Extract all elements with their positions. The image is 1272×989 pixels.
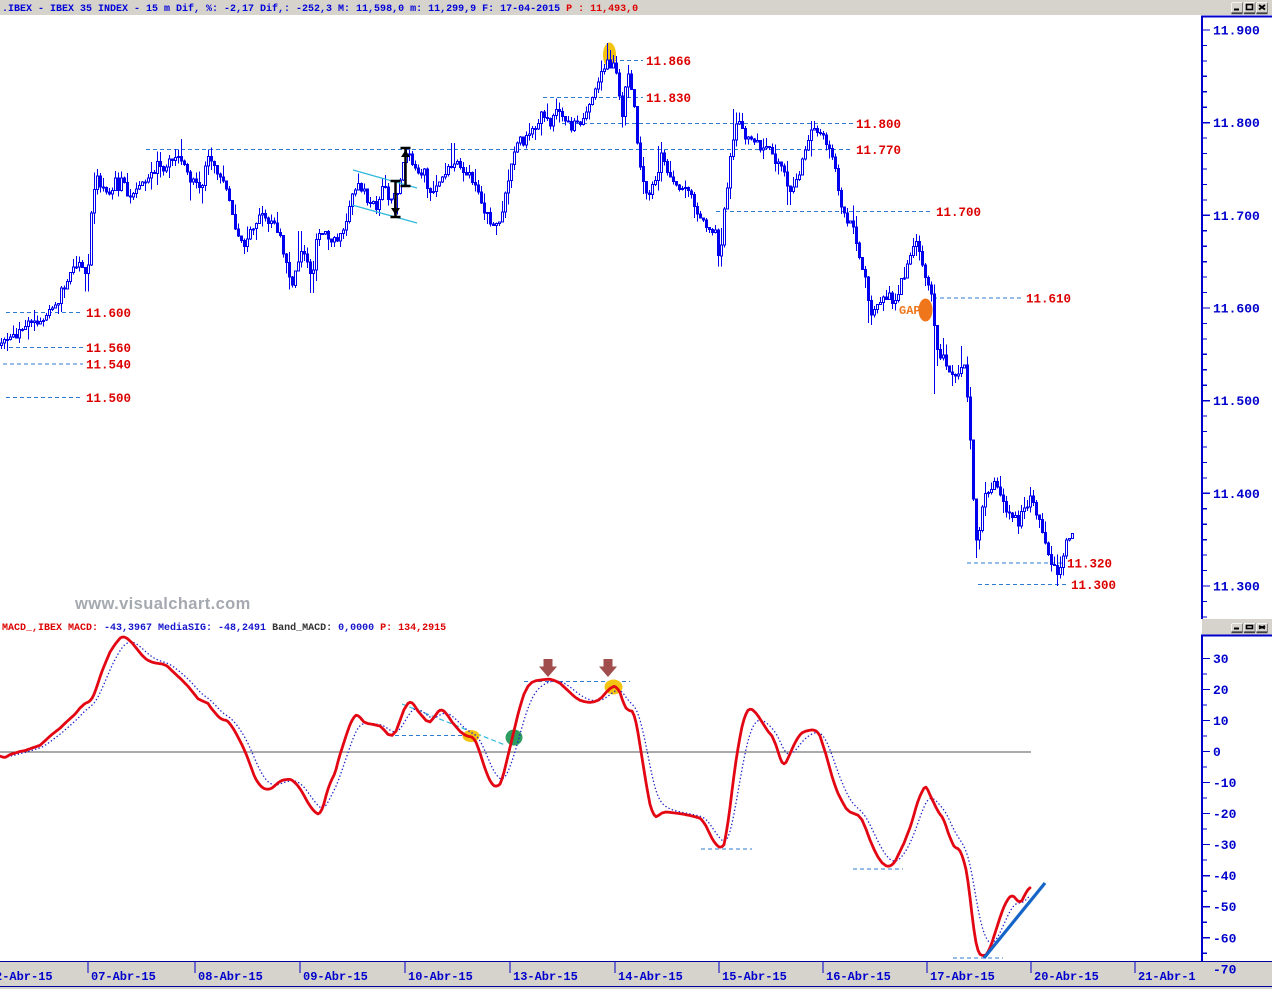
svg-text:11.500: 11.500 — [86, 392, 131, 406]
svg-text:MACD_,IBEX MACD: -43,3967 Medi: MACD_,IBEX MACD: -43,3967 MediaSIG: -48,… — [2, 622, 446, 634]
svg-text:10: 10 — [1213, 714, 1229, 729]
svg-text:www.visualchart.com: www.visualchart.com — [74, 595, 251, 613]
svg-text:17-Abr-15: 17-Abr-15 — [930, 970, 995, 984]
svg-text:20-Abr-15: 20-Abr-15 — [1034, 970, 1099, 984]
svg-text:20: 20 — [1213, 683, 1229, 698]
svg-text:13-Abr-15: 13-Abr-15 — [513, 970, 578, 984]
svg-text:11.560: 11.560 — [86, 342, 131, 356]
svg-text:09-Abr-15: 09-Abr-15 — [303, 970, 368, 984]
svg-text:GAP: GAP — [899, 304, 921, 318]
svg-text:11.700: 11.700 — [1213, 209, 1260, 224]
svg-text:16-Abr-15: 16-Abr-15 — [826, 970, 891, 984]
svg-text:-10: -10 — [1213, 776, 1237, 791]
svg-text:-20: -20 — [1213, 807, 1237, 822]
svg-text:11.320: 11.320 — [1067, 558, 1112, 572]
svg-text:21-Abr-1: 21-Abr-1 — [1138, 970, 1196, 984]
svg-text:11.400: 11.400 — [1213, 487, 1260, 502]
svg-text:30: 30 — [1213, 652, 1229, 667]
svg-text:08-Abr-15: 08-Abr-15 — [198, 970, 263, 984]
svg-text:07-Abr-15: 07-Abr-15 — [91, 970, 156, 984]
svg-text:14-Abr-15: 14-Abr-15 — [618, 970, 683, 984]
svg-text:11.830: 11.830 — [646, 92, 691, 106]
svg-text:15-Abr-15: 15-Abr-15 — [722, 970, 787, 984]
svg-text:11.770: 11.770 — [856, 144, 901, 158]
svg-text:-60: -60 — [1213, 931, 1237, 946]
svg-text:0: 0 — [1213, 745, 1221, 760]
svg-text:-50: -50 — [1213, 900, 1237, 915]
svg-text:11.800: 11.800 — [1213, 116, 1260, 131]
svg-text:11.300: 11.300 — [1071, 579, 1116, 593]
svg-text:11.600: 11.600 — [86, 307, 131, 321]
svg-text:11.500: 11.500 — [1213, 394, 1260, 409]
svg-text:2-Abr-15: 2-Abr-15 — [0, 970, 53, 984]
svg-text:11.540: 11.540 — [86, 359, 131, 373]
svg-text:11.300: 11.300 — [1213, 580, 1260, 595]
svg-text:11.600: 11.600 — [1213, 302, 1260, 317]
svg-text:11.700: 11.700 — [936, 206, 981, 220]
svg-text:.IBEX - IBEX 35 INDEX - 15 m: .IBEX - IBEX 35 INDEX - 15 m Dif, %: -2,… — [2, 3, 638, 15]
svg-text:10-Abr-15: 10-Abr-15 — [408, 970, 473, 984]
svg-text:11.900: 11.900 — [1213, 24, 1260, 39]
svg-text:-30: -30 — [1213, 838, 1237, 853]
svg-text:-70: -70 — [1213, 962, 1237, 977]
svg-text:11.866: 11.866 — [646, 55, 691, 69]
svg-text:-40: -40 — [1213, 869, 1237, 884]
svg-text:11.610: 11.610 — [1026, 293, 1071, 307]
svg-text:11.800: 11.800 — [856, 118, 901, 132]
